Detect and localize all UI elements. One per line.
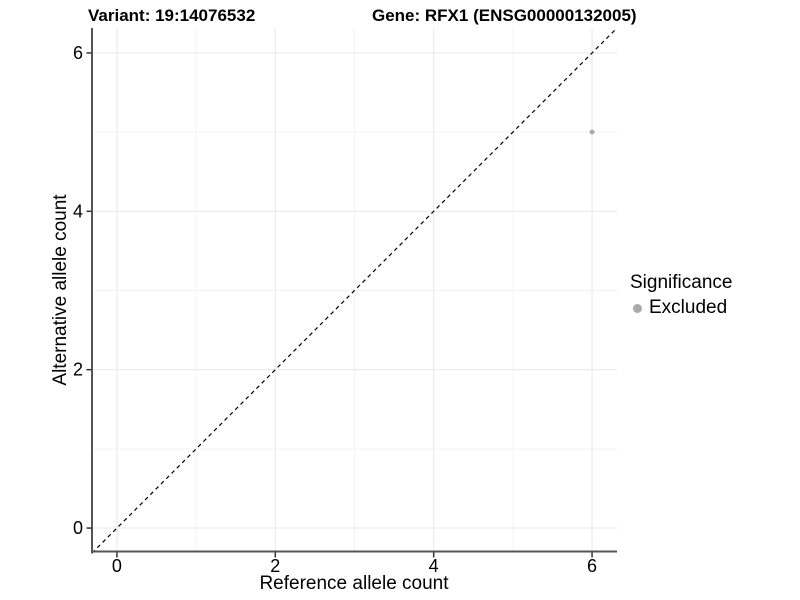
x-tick-label: 0 [112,556,122,576]
y-tick-label: 2 [73,360,83,380]
gene-title: Gene: RFX1 (ENSG00000132005) [372,6,637,25]
legend-item-excluded: Excluded [630,297,732,319]
x-tick-label: 2 [270,556,280,576]
x-tick-label: 4 [429,556,439,576]
excluded-point-icon [633,303,642,313]
variant-title: Variant: 19:14076532 [88,6,256,25]
y-axis-title: Alternative allele count [50,194,71,386]
y-tick-label: 4 [73,201,83,221]
legend-title: Significance [630,272,733,293]
legend-item-label: Excluded [649,297,728,318]
x-tick-label: 6 [587,556,597,576]
legend: Significance Excluded [630,272,732,319]
x-axis-title: Reference allele count [259,573,449,594]
y-tick-label: 6 [73,43,83,63]
data-point [589,129,595,135]
y-tick-label: 0 [73,518,83,538]
identity-line [91,27,618,554]
